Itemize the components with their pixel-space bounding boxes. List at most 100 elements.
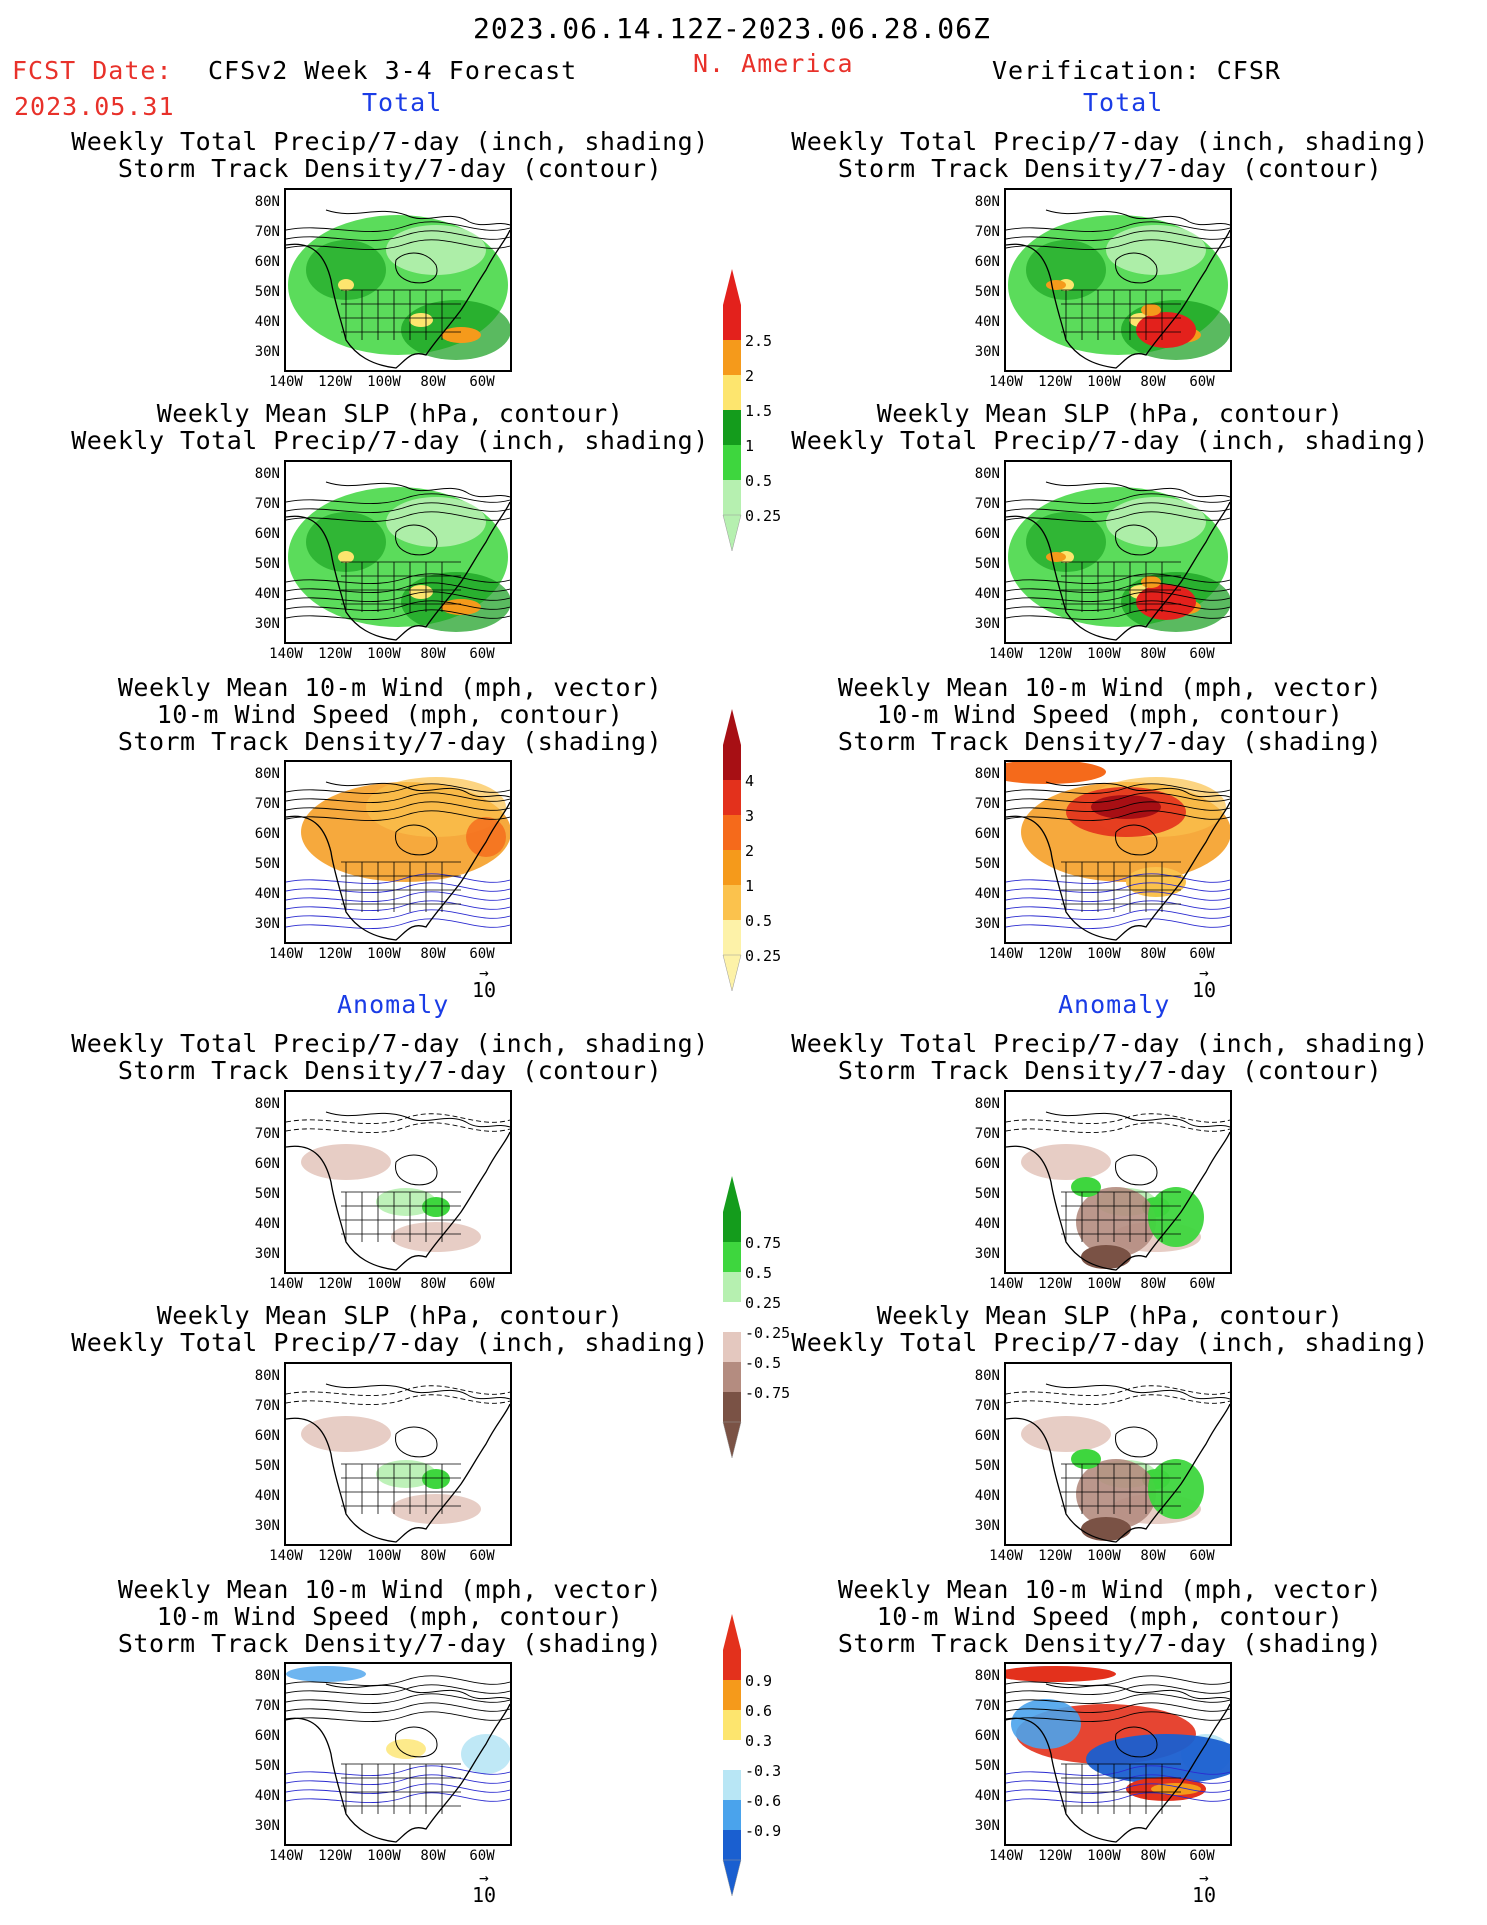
lon-label: 120W bbox=[318, 1276, 352, 1292]
shading-blob bbox=[386, 497, 486, 547]
lon-label: 80W bbox=[420, 946, 446, 962]
colorbar-segment bbox=[723, 1392, 741, 1423]
colorbar-segment bbox=[723, 920, 741, 956]
colorbar-segment bbox=[723, 480, 741, 516]
shading-blob bbox=[1071, 1177, 1101, 1197]
contour-line bbox=[1006, 1394, 1230, 1405]
colorbar-label: -0.9 bbox=[745, 1822, 782, 1840]
contour-line bbox=[1006, 891, 1230, 902]
lon-label: 140W bbox=[269, 646, 303, 662]
lon-label: 120W bbox=[1038, 1548, 1072, 1564]
map-plot bbox=[286, 209, 510, 369]
lat-label: 50N bbox=[974, 1758, 1000, 1774]
lon-label: 120W bbox=[1038, 646, 1072, 662]
colorbar-label: 1 bbox=[745, 437, 755, 455]
contour-line bbox=[286, 1783, 510, 1794]
shading-blob bbox=[391, 1222, 481, 1252]
colorbar-label: 0.3 bbox=[745, 1732, 773, 1750]
lon-label: 100W bbox=[1087, 1848, 1121, 1864]
section-anomaly-right: Anomaly bbox=[1058, 990, 1171, 1019]
lat-label: 60N bbox=[254, 1428, 280, 1444]
shading-blob bbox=[301, 1144, 391, 1180]
lat-label: 40N bbox=[974, 586, 1000, 602]
contour-line bbox=[1006, 1693, 1230, 1704]
lon-label: 120W bbox=[1038, 1848, 1072, 1864]
contour-line bbox=[1006, 502, 1230, 513]
colorbar-label: 2 bbox=[745, 842, 755, 860]
lat-label: 50N bbox=[254, 556, 280, 572]
shading-blob bbox=[306, 512, 386, 572]
contour-line bbox=[286, 801, 510, 812]
region-title: N. America bbox=[693, 49, 854, 78]
lat-label: 50N bbox=[974, 1186, 1000, 1202]
colorbar-bottom-arrow bbox=[722, 1859, 742, 1897]
contour-line bbox=[1006, 909, 1230, 920]
lon-label: 140W bbox=[989, 1848, 1023, 1864]
contour-line bbox=[1006, 591, 1230, 602]
lon-label: 120W bbox=[318, 646, 352, 662]
shading-blob bbox=[386, 1739, 426, 1759]
forecast-name: CFSv2 Week 3-4 Forecast bbox=[208, 56, 578, 85]
shading-blob bbox=[466, 817, 506, 857]
map-obs-precip-total bbox=[1004, 188, 1232, 372]
lon-label: 140W bbox=[269, 1548, 303, 1564]
colorbar-segment bbox=[723, 780, 741, 816]
map-fcst-slp-total bbox=[284, 460, 512, 644]
contour-line bbox=[325, 1383, 510, 1400]
contour-line bbox=[325, 781, 510, 798]
contour-line bbox=[286, 792, 510, 803]
contour-line bbox=[1006, 900, 1230, 911]
lat-label: 80N bbox=[974, 1668, 1000, 1684]
lon-label: 60W bbox=[1189, 1848, 1215, 1864]
contour-line bbox=[1006, 1122, 1230, 1133]
lon-label: 60W bbox=[1189, 646, 1215, 662]
contour-line bbox=[1115, 1154, 1158, 1186]
contour-line bbox=[395, 824, 438, 856]
contour-line bbox=[1045, 1683, 1230, 1700]
contour-line bbox=[286, 591, 510, 602]
contour-line bbox=[1006, 1403, 1230, 1543]
colorbar-label: 0.5 bbox=[745, 1264, 773, 1282]
shading-blob bbox=[286, 1666, 366, 1682]
lon-label: 80W bbox=[1140, 374, 1166, 390]
colorbar-segment bbox=[723, 340, 741, 376]
lon-label: 100W bbox=[1087, 646, 1121, 662]
map-plot bbox=[286, 1111, 510, 1271]
contour-line bbox=[1115, 1726, 1158, 1758]
contour-line bbox=[395, 524, 438, 556]
colorbar-segment bbox=[723, 815, 741, 851]
shading-blob bbox=[1021, 1144, 1111, 1180]
lon-label: 60W bbox=[469, 646, 495, 662]
map-plot bbox=[1006, 1383, 1230, 1543]
colorbar-label: -0.25 bbox=[745, 1324, 791, 1342]
vector-ref-fcst-anom: → 10 bbox=[471, 1868, 497, 1908]
contour-line bbox=[1006, 1702, 1230, 1713]
contour-line bbox=[286, 918, 510, 929]
lat-label: 40N bbox=[974, 1216, 1000, 1232]
colorbar-precip-total bbox=[722, 269, 742, 552]
vector-ref-obs-anom: → 10 bbox=[1191, 1868, 1217, 1908]
contour-line bbox=[286, 502, 510, 513]
contour-line bbox=[286, 1122, 510, 1133]
map-plot bbox=[286, 1666, 510, 1843]
lat-label: 70N bbox=[254, 496, 280, 512]
contour-line bbox=[286, 783, 510, 794]
colorbar-label: 0.75 bbox=[745, 1234, 782, 1252]
contour-line bbox=[1006, 600, 1230, 611]
lat-label: 80N bbox=[254, 466, 280, 482]
map-obs-slp-anom bbox=[1004, 1362, 1232, 1546]
panel-title-fcst-slp-anom: Weekly Mean SLP (hPa, contour) Weekly Tot… bbox=[71, 1301, 709, 1357]
lat-label: 80N bbox=[974, 194, 1000, 210]
lat-label: 80N bbox=[254, 1096, 280, 1112]
colorbar-label: -0.5 bbox=[745, 1354, 782, 1372]
contour-line bbox=[1045, 481, 1230, 498]
contour-line bbox=[1006, 1774, 1230, 1785]
lat-label: 30N bbox=[974, 1518, 1000, 1534]
lat-label: 50N bbox=[254, 1758, 280, 1774]
lat-label: 30N bbox=[254, 1246, 280, 1262]
shading-blob bbox=[306, 240, 386, 300]
map-plot bbox=[1006, 1666, 1230, 1843]
panel-title-obs-slp-anom: Weekly Mean SLP (hPa, contour) Weekly Tot… bbox=[791, 1301, 1429, 1357]
lat-label: 50N bbox=[974, 856, 1000, 872]
contour-line bbox=[286, 1385, 510, 1396]
